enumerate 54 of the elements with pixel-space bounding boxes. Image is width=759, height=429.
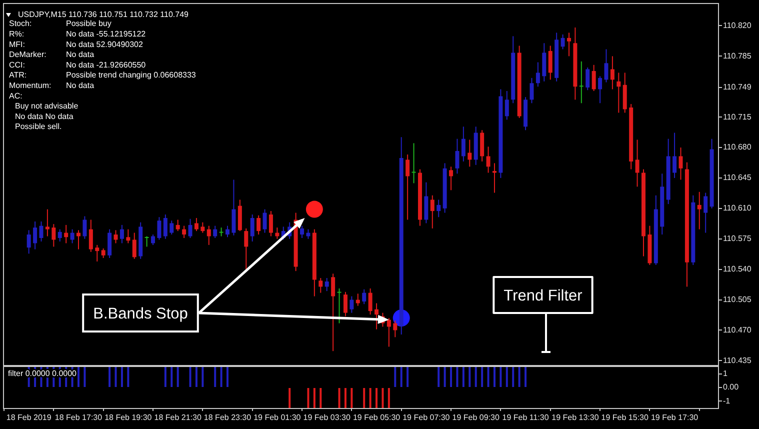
y-tick-label: 110.505 bbox=[723, 294, 752, 304]
x-tick-label: 19 Feb 03:30 bbox=[303, 413, 351, 422]
annotation: AC: bbox=[9, 91, 22, 100]
candlestick bbox=[579, 61, 584, 104]
candlestick bbox=[219, 228, 224, 236]
annotation: No data bbox=[66, 50, 95, 60]
annotation: Possible trend changing 0.06608333 bbox=[66, 70, 196, 80]
annotation: Stoch: bbox=[9, 19, 32, 28]
x-tick-label: 18 Feb 23:30 bbox=[204, 413, 252, 422]
annotation: No data bbox=[66, 81, 95, 90]
x-tick-label: 19 Feb 09:30 bbox=[452, 413, 500, 422]
annotation: No data 52.90490302 bbox=[66, 40, 144, 49]
candlestick bbox=[412, 143, 416, 184]
annotation: No data -21.92660550 bbox=[66, 60, 146, 70]
y-tick-label: 0.00 bbox=[723, 382, 740, 392]
annotation: Momentum: bbox=[9, 81, 52, 90]
y-tick-label: 110.680 bbox=[723, 142, 752, 152]
x-tick-label: 19 Feb 13:30 bbox=[552, 413, 600, 422]
y-tick-label: 110.610 bbox=[723, 204, 752, 213]
y-tick-label: 110.785 bbox=[723, 51, 752, 60]
y-tick-label: 110.820 bbox=[723, 20, 752, 30]
text: USDJPY,M15 110.736 110.751 110.732 110.749 bbox=[18, 10, 190, 20]
x-tick-label: 18 Feb 19:30 bbox=[104, 413, 152, 422]
x-tick-label: 19 Feb 17:30 bbox=[650, 413, 699, 422]
y-tick-label: 110.540 bbox=[723, 264, 752, 274]
x-tick-label: 19 Feb 15:30 bbox=[601, 413, 649, 422]
candlestick bbox=[492, 163, 496, 193]
x-tick-label: 18 Feb 17:30 bbox=[54, 413, 103, 422]
y-tick-label: 110.645 bbox=[723, 173, 752, 182]
annotation: ATR: bbox=[9, 70, 27, 80]
y-tick-label: 110.435 bbox=[723, 356, 752, 365]
x-tick-label: 19 Feb 07:30 bbox=[402, 413, 450, 422]
x-tick-label: 19 Feb 11:30 bbox=[502, 413, 550, 422]
annotation: No data No data bbox=[15, 112, 74, 121]
annotation: MFI: bbox=[9, 40, 25, 49]
x-tick-label: 18 Feb 2019 bbox=[6, 413, 52, 422]
annotation: No data -55.12195122 bbox=[66, 30, 146, 39]
y-tick-label: 110.575 bbox=[723, 234, 752, 244]
y-tick-label: 110.470 bbox=[723, 325, 752, 334]
y-tick-label: 110.715 bbox=[723, 112, 752, 122]
annotation: R%: bbox=[9, 30, 24, 39]
annotation: CCI: bbox=[9, 60, 25, 70]
annotation: B.Bands Stop bbox=[93, 305, 188, 322]
annotation: Trend Filter bbox=[504, 287, 582, 304]
y-tick-label: -1 bbox=[723, 396, 731, 406]
y-tick-label: 1 bbox=[723, 369, 728, 378]
annotation: Possible buy bbox=[66, 19, 112, 28]
annotation: DeMarker: bbox=[9, 50, 46, 60]
annotation: Buy not advisable bbox=[15, 102, 79, 111]
y-tick-label: 110.749 bbox=[723, 82, 752, 92]
x-tick-label: 18 Feb 21:30 bbox=[154, 413, 202, 422]
annotation: Possible sell. bbox=[15, 122, 62, 132]
x-tick-label: 19 Feb 05:30 bbox=[352, 413, 401, 422]
x-tick-label: 19 Feb 01:30 bbox=[254, 413, 302, 422]
